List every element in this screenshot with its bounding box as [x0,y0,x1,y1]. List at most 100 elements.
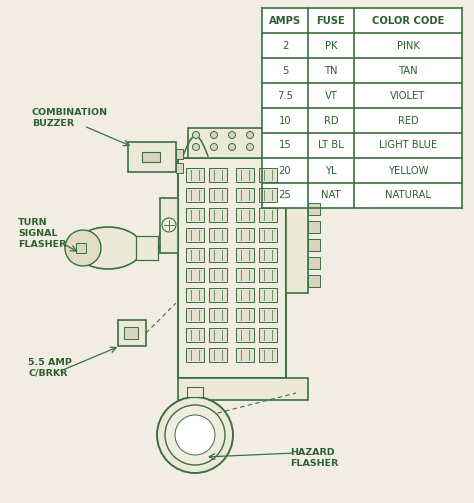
Bar [308,203,320,215]
Text: 15: 15 [279,140,292,150]
Bar [308,275,320,287]
Circle shape [192,131,200,138]
Bar [236,268,254,282]
Text: NATURAL: NATURAL [385,191,431,201]
Text: HAZARD: HAZARD [290,448,335,457]
Circle shape [246,131,254,138]
Bar [209,168,227,182]
Bar [209,308,227,322]
Text: 7.5: 7.5 [277,91,293,101]
Bar [186,328,204,342]
Text: 5: 5 [282,65,288,75]
Text: NAT: NAT [321,191,341,201]
Circle shape [192,143,200,150]
Bar [176,163,183,173]
Text: COLOR CODE: COLOR CODE [372,16,444,26]
Text: 2: 2 [282,41,288,50]
Bar [124,327,138,339]
Bar [186,288,204,302]
Text: 5.5 AMP: 5.5 AMP [28,358,72,367]
Bar [186,268,204,282]
Bar [186,348,204,362]
Bar [259,188,277,202]
Bar [262,8,462,208]
Bar [209,348,227,362]
Bar [186,308,204,322]
Bar [209,288,227,302]
Bar [176,149,183,159]
Text: TURN: TURN [18,218,47,227]
Bar [186,188,204,202]
Circle shape [210,131,218,138]
Text: LIGHT BLUE: LIGHT BLUE [379,140,437,150]
Text: 25: 25 [279,191,292,201]
Text: RED: RED [398,116,419,126]
Bar [186,168,204,182]
Bar [236,348,254,362]
Bar [186,228,204,242]
Bar [209,228,227,242]
Text: VT: VT [325,91,337,101]
Bar [178,158,286,378]
Bar [259,328,277,342]
Ellipse shape [74,227,142,269]
Bar [186,248,204,262]
Text: AMPS: AMPS [269,16,301,26]
Circle shape [228,143,236,150]
Bar [142,152,160,162]
Text: LT BL: LT BL [318,140,344,150]
Text: SIGNAL: SIGNAL [18,229,57,238]
Bar [209,268,227,282]
Circle shape [210,143,218,150]
Bar [136,236,158,260]
Bar [186,208,204,222]
Text: 10: 10 [279,116,292,126]
Bar [308,239,320,251]
Bar [236,168,254,182]
Bar [209,248,227,262]
Bar [308,221,320,233]
Text: VIOLET: VIOLET [391,91,426,101]
Bar [160,198,178,253]
Text: YELLOW: YELLOW [388,165,428,176]
Bar [178,378,308,400]
Circle shape [246,143,254,150]
Bar [209,328,227,342]
Text: TN: TN [324,65,338,75]
Bar [118,320,146,346]
Text: 20: 20 [279,165,292,176]
Text: PK: PK [325,41,337,50]
Circle shape [157,397,233,473]
Bar [128,142,176,172]
Bar [259,248,277,262]
Text: C/BRKR: C/BRKR [28,369,67,378]
Circle shape [162,218,176,232]
Bar [76,243,86,253]
Text: BUZZER: BUZZER [32,119,74,128]
Text: PINK: PINK [397,41,419,50]
Bar [259,228,277,242]
Circle shape [65,230,101,266]
Bar [236,228,254,242]
Text: YL: YL [325,165,337,176]
Bar [308,257,320,269]
Bar [259,308,277,322]
Text: COMBINATION: COMBINATION [32,108,108,117]
Text: RD: RD [324,116,338,126]
Bar [259,288,277,302]
Bar [209,208,227,222]
Circle shape [175,415,215,455]
Bar [236,308,254,322]
Bar [259,208,277,222]
Bar [259,348,277,362]
Bar [259,268,277,282]
Circle shape [228,131,236,138]
Text: FLASHER: FLASHER [18,240,66,249]
Text: TAN: TAN [398,65,418,75]
Bar [259,168,277,182]
Text: FUSE: FUSE [317,16,346,26]
Text: FLASHER: FLASHER [290,459,338,468]
Bar [209,188,227,202]
Bar [236,328,254,342]
Bar [286,193,308,293]
